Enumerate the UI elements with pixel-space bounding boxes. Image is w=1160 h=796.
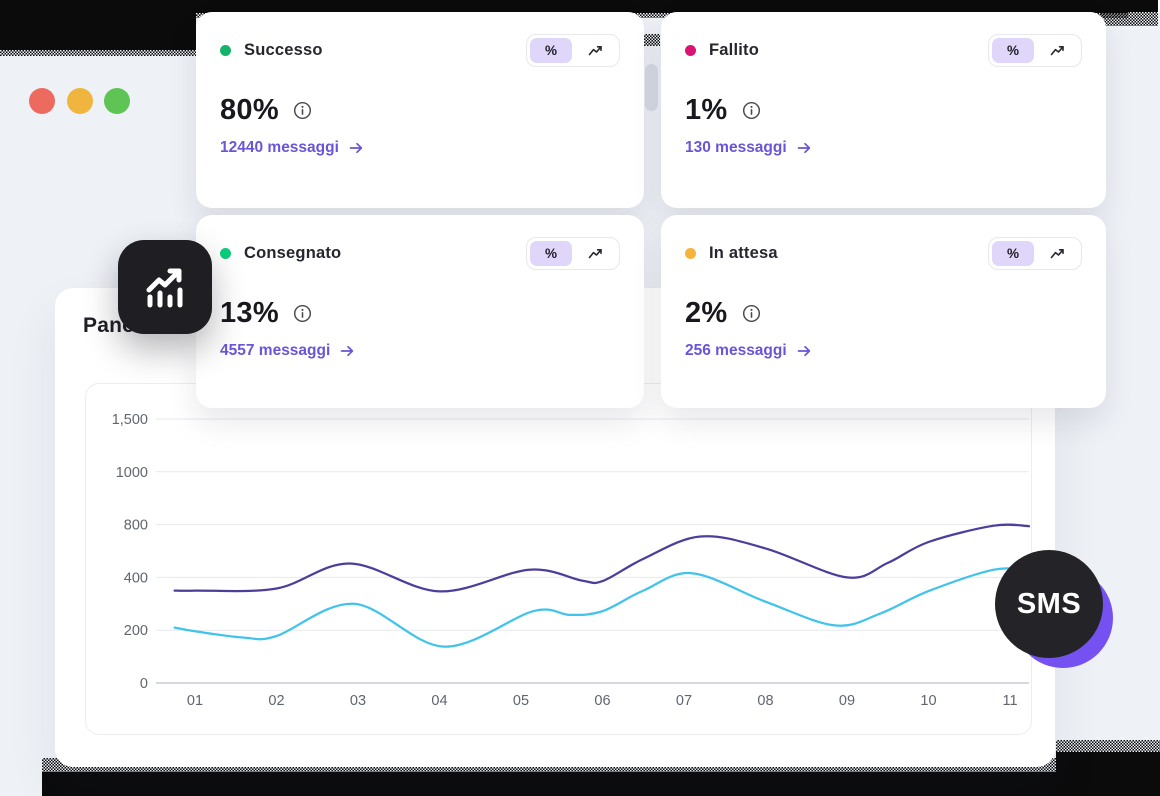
card-title: Successo [244,41,323,59]
percent-toggle-button[interactable]: % [530,241,572,266]
arrow-right-icon [349,142,363,154]
noise-top-right-core [1104,0,1158,12]
window-zoom-button[interactable] [104,88,130,114]
percentage-value: 80% [220,94,279,126]
card-view-toggle: % [526,237,620,270]
info-icon[interactable] [293,304,312,323]
messages-link[interactable]: 130 messaggi [685,139,1082,157]
trend-toggle-button[interactable] [574,241,616,266]
chart-icon-tile [118,240,212,334]
info-icon[interactable] [742,304,761,323]
svg-text:03: 03 [350,693,366,709]
svg-text:02: 02 [268,693,284,709]
messages-link[interactable]: 4557 messaggi [220,342,620,360]
trend-toggle-button[interactable] [1036,38,1078,63]
svg-text:07: 07 [676,693,692,709]
svg-text:0: 0 [140,676,148,692]
percent-toggle-button[interactable]: % [530,38,572,63]
svg-text:1000: 1000 [116,465,148,481]
series-cyan [173,567,1031,648]
status-dot [220,248,231,259]
svg-text:11: 11 [1002,693,1017,709]
percentage-value: 1% [685,94,728,126]
messages-link-label[interactable]: 130 messaggi [685,139,787,156]
line-chart-svg: 1,500 1000 800 400 200 0 01 02 03 04 05 06 07 08 09 10 1… [112,412,1031,709]
svg-text:05: 05 [513,693,529,709]
percent-toggle-button[interactable]: % [992,241,1034,266]
card-view-toggle: % [526,34,620,67]
messages-link[interactable]: 256 messaggi [685,342,1082,360]
svg-text:10: 10 [920,693,936,709]
percentage-value: 13% [220,297,279,329]
messages-link-label[interactable]: 12440 messaggi [220,139,339,156]
trending-up-icon [588,249,602,259]
stat-card-successo: Successo % 80% 12440 messaggi [196,12,644,208]
chart-trend-icon [146,268,183,308]
messages-link-label[interactable]: 256 messaggi [685,342,787,359]
series-purple [173,523,1031,593]
card-title: Consegnato [244,244,342,262]
percent-toggle-button[interactable]: % [992,38,1034,63]
card-title: Fallito [709,41,759,59]
info-icon[interactable] [293,101,312,120]
svg-text:1,500: 1,500 [112,412,148,428]
stat-card-consegnato: Consegnato % 13% 4557 messaggi [196,215,644,408]
svg-text:400: 400 [124,570,148,586]
window-minimize-button[interactable] [67,88,93,114]
svg-text:01: 01 [187,693,203,709]
stat-card-in-attesa: In attesa % 2% 256 messaggi [661,215,1106,408]
messages-link-label[interactable]: 4557 messaggi [220,342,331,359]
svg-text:08: 08 [757,693,773,709]
messages-link[interactable]: 12440 messaggi [220,139,620,157]
svg-text:04: 04 [431,693,447,709]
svg-text:06: 06 [594,693,610,709]
trending-up-icon [588,46,602,56]
svg-text:200: 200 [124,623,148,639]
trend-toggle-button[interactable] [1036,241,1078,266]
sms-badge-label: SMS [1016,587,1082,620]
trend-toggle-button[interactable] [574,38,616,63]
info-icon[interactable] [742,101,761,120]
status-dot [685,45,696,56]
status-dot [220,45,231,56]
arrow-right-icon [797,345,810,357]
card-title: In attesa [709,244,778,262]
window-close-button[interactable] [29,88,55,114]
svg-text:800: 800 [124,518,148,534]
percentage-value: 2% [685,297,728,329]
messages-line-chart: 1,500 1000 800 400 200 0 01 02 03 04 05 06 07 08 09 10 1… [85,383,1032,735]
card-view-toggle: % [988,237,1082,270]
sms-badge: SMS [995,550,1113,668]
sms-badge-circle: SMS [995,550,1103,658]
arrow-right-icon [797,142,810,154]
trending-up-icon [1050,249,1064,259]
svg-text:09: 09 [839,693,855,709]
stat-card-fallito: Fallito % 1% 130 messaggi [661,12,1106,208]
scrollbar-fragment[interactable] [645,64,658,111]
status-dot [685,248,696,259]
arrow-right-icon [340,345,354,357]
card-view-toggle: % [988,34,1082,67]
trending-up-icon [1050,46,1064,56]
